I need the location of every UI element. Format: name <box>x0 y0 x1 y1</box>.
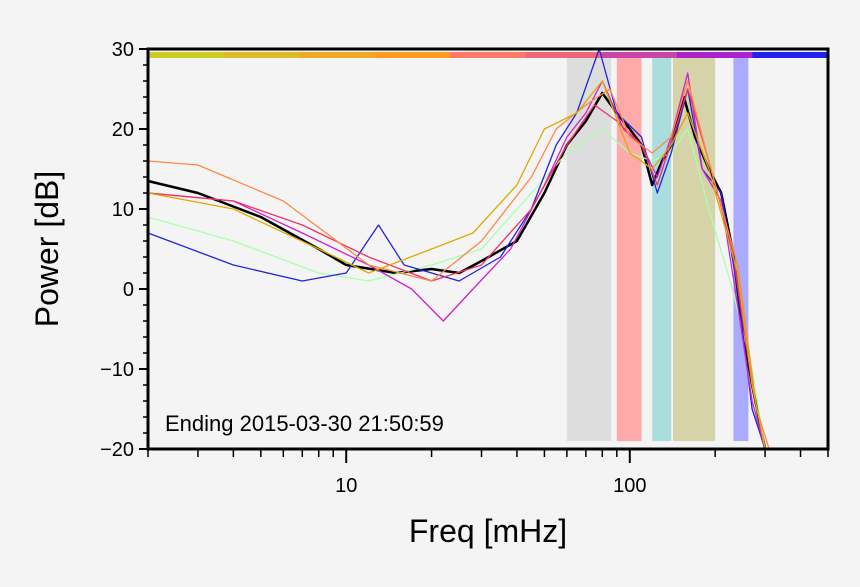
annotation-ending: Ending 2015-03-30 21:50:59 <box>165 411 444 436</box>
top-bar-segment <box>374 52 451 58</box>
top-bar-segment <box>601 52 678 58</box>
series-line <box>147 128 828 450</box>
x-axis: 10 100 <box>147 449 829 497</box>
top-color-bar <box>148 52 829 58</box>
shaded-band <box>566 57 612 441</box>
top-bar-segment <box>299 52 376 58</box>
top-bar-segment <box>525 52 602 58</box>
y-tick-label: 10 <box>112 199 134 221</box>
y-tick-label: −20 <box>100 439 134 461</box>
top-bar-segment <box>148 52 225 58</box>
shaded-band <box>733 57 749 441</box>
top-bar-segment <box>223 52 300 58</box>
plot-frame <box>146 47 830 451</box>
series-line <box>147 80 828 450</box>
y-axis: 30 20 10 0 −10 −20 <box>100 39 148 461</box>
y-tick-label: 0 <box>123 279 134 301</box>
y-tick-label: 20 <box>112 119 134 141</box>
series-line <box>147 80 828 450</box>
series-line <box>147 88 828 450</box>
x-tick-label: 10 <box>335 475 357 497</box>
shaded-bands <box>566 57 749 441</box>
x-axis-label: Freq [mHz] <box>409 513 567 549</box>
top-bar-segment <box>752 52 829 58</box>
top-bar-segment <box>450 52 527 58</box>
data-series <box>147 48 828 451</box>
top-bar-segment <box>676 52 753 58</box>
y-tick-label: −10 <box>100 359 134 381</box>
y-axis-label: Power [dB] <box>29 171 65 328</box>
shaded-band <box>652 57 672 441</box>
x-tick-label: 100 <box>613 475 646 497</box>
shaded-band <box>616 57 642 441</box>
y-tick-label: 30 <box>112 39 134 61</box>
